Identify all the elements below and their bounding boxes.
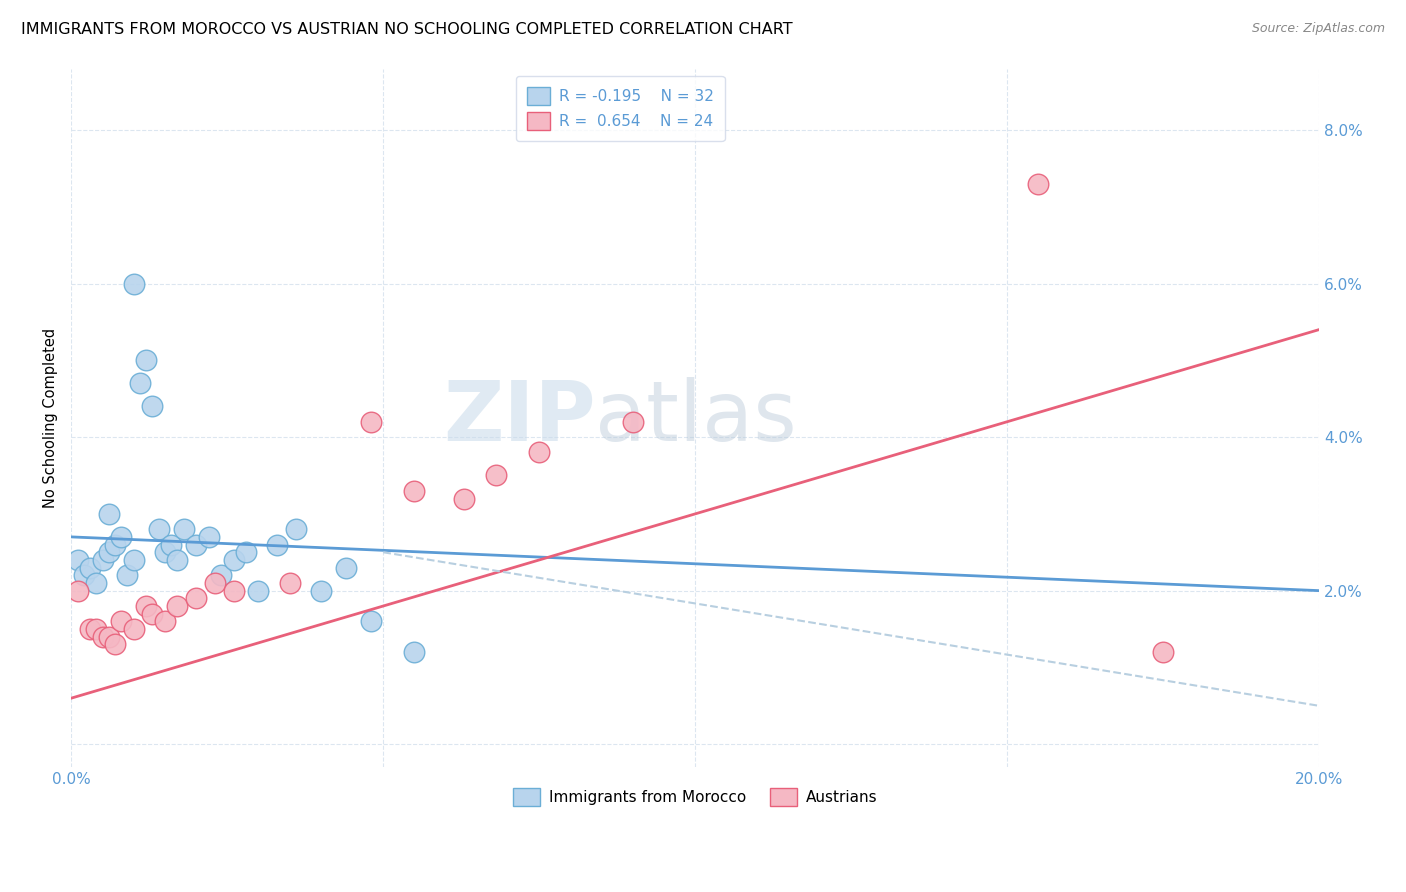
Point: [184, 591, 207, 606]
Point: [153, 615, 176, 629]
Point: [360, 415, 382, 429]
Point: [1028, 177, 1050, 191]
Point: [73, 568, 96, 582]
Point: [129, 376, 152, 391]
Point: [122, 277, 145, 291]
Point: [160, 538, 183, 552]
Point: [278, 576, 301, 591]
Point: [122, 622, 145, 636]
Point: [404, 483, 426, 498]
Point: [247, 583, 270, 598]
Point: [84, 576, 107, 591]
Point: [153, 545, 176, 559]
Point: [97, 507, 120, 521]
Point: [173, 522, 195, 536]
Point: [135, 599, 157, 613]
Point: [141, 400, 163, 414]
Point: [529, 445, 551, 459]
Point: [79, 622, 101, 636]
Point: [148, 522, 170, 536]
Point: [91, 630, 114, 644]
Point: [222, 583, 245, 598]
Point: [266, 538, 288, 552]
Point: [204, 576, 226, 591]
Text: atlas: atlas: [595, 377, 797, 458]
Point: [84, 622, 107, 636]
Point: [166, 553, 188, 567]
Point: [235, 545, 257, 559]
Point: [309, 583, 332, 598]
Point: [91, 553, 114, 567]
Point: [209, 568, 232, 582]
Point: [104, 538, 127, 552]
Point: [141, 607, 163, 621]
Text: ZIP: ZIP: [443, 377, 595, 458]
Point: [110, 530, 132, 544]
Point: [197, 530, 219, 544]
Point: [360, 615, 382, 629]
Text: Source: ZipAtlas.com: Source: ZipAtlas.com: [1251, 22, 1385, 36]
Point: [484, 468, 506, 483]
Legend: Immigrants from Morocco, Austrians: Immigrants from Morocco, Austrians: [503, 779, 887, 815]
Point: [222, 553, 245, 567]
Y-axis label: No Schooling Completed: No Schooling Completed: [44, 328, 58, 508]
Point: [117, 568, 139, 582]
Point: [79, 560, 101, 574]
Point: [97, 545, 120, 559]
Point: [97, 630, 120, 644]
Point: [335, 560, 357, 574]
Point: [66, 583, 89, 598]
Text: IMMIGRANTS FROM MOROCCO VS AUSTRIAN NO SCHOOLING COMPLETED CORRELATION CHART: IMMIGRANTS FROM MOROCCO VS AUSTRIAN NO S…: [21, 22, 793, 37]
Point: [184, 538, 207, 552]
Point: [66, 553, 89, 567]
Point: [110, 615, 132, 629]
Point: [104, 637, 127, 651]
Point: [404, 645, 426, 659]
Point: [166, 599, 188, 613]
Point: [621, 415, 644, 429]
Point: [122, 553, 145, 567]
Point: [453, 491, 475, 506]
Point: [135, 353, 157, 368]
Point: [284, 522, 307, 536]
Point: [1152, 645, 1174, 659]
